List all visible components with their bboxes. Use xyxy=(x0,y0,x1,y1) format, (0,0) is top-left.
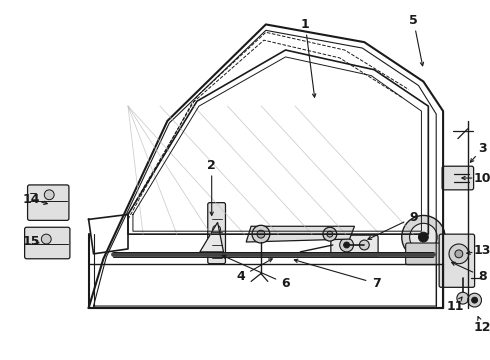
Text: 3: 3 xyxy=(478,142,487,155)
Text: 2: 2 xyxy=(207,159,216,172)
Text: 9: 9 xyxy=(409,211,418,224)
FancyBboxPatch shape xyxy=(208,203,225,264)
Text: 7: 7 xyxy=(372,277,381,290)
Circle shape xyxy=(257,230,265,238)
Text: 12: 12 xyxy=(474,321,490,334)
Text: 8: 8 xyxy=(478,270,487,283)
Circle shape xyxy=(340,238,353,252)
Circle shape xyxy=(449,244,469,264)
Circle shape xyxy=(410,223,437,251)
Circle shape xyxy=(455,250,463,258)
Text: 13: 13 xyxy=(474,244,490,257)
Circle shape xyxy=(418,232,428,242)
FancyBboxPatch shape xyxy=(439,234,475,287)
Text: 1: 1 xyxy=(301,18,310,31)
Text: 15: 15 xyxy=(23,235,40,248)
Polygon shape xyxy=(246,226,354,242)
Circle shape xyxy=(213,225,220,233)
FancyBboxPatch shape xyxy=(27,185,69,220)
Text: 6: 6 xyxy=(281,277,290,290)
Text: 5: 5 xyxy=(409,14,418,27)
Circle shape xyxy=(343,242,349,248)
FancyBboxPatch shape xyxy=(331,235,378,257)
FancyBboxPatch shape xyxy=(24,227,70,259)
Circle shape xyxy=(402,215,445,259)
FancyBboxPatch shape xyxy=(406,243,441,265)
Circle shape xyxy=(252,225,270,243)
Circle shape xyxy=(359,240,369,250)
Text: 14: 14 xyxy=(23,193,40,206)
Circle shape xyxy=(327,231,333,237)
Circle shape xyxy=(472,297,478,303)
Text: 11: 11 xyxy=(446,300,464,312)
Circle shape xyxy=(457,292,469,304)
Polygon shape xyxy=(200,222,223,252)
FancyBboxPatch shape xyxy=(442,166,474,190)
Circle shape xyxy=(41,234,51,244)
Text: 4: 4 xyxy=(237,270,245,283)
Circle shape xyxy=(44,190,54,200)
Circle shape xyxy=(323,227,337,241)
Circle shape xyxy=(468,293,482,307)
Text: 10: 10 xyxy=(474,171,490,185)
